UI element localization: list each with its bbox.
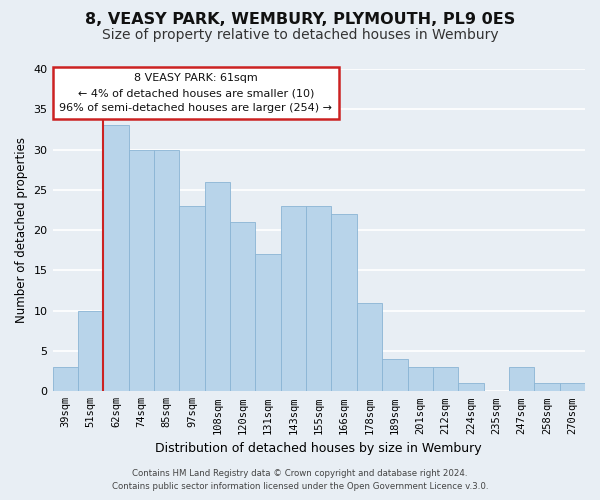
FancyBboxPatch shape xyxy=(53,68,339,119)
Bar xyxy=(458,383,484,392)
Text: 8 VEASY PARK: 61sqm
← 4% of detached houses are smaller (10)
96% of semi-detache: 8 VEASY PARK: 61sqm ← 4% of detached hou… xyxy=(59,73,332,114)
Bar xyxy=(179,206,205,392)
Text: Contains HM Land Registry data © Crown copyright and database right 2024.
Contai: Contains HM Land Registry data © Crown c… xyxy=(112,470,488,491)
Bar xyxy=(256,254,281,392)
Bar xyxy=(357,302,382,392)
Bar xyxy=(560,383,585,392)
Bar xyxy=(281,206,306,392)
Bar xyxy=(433,367,458,392)
X-axis label: Distribution of detached houses by size in Wembury: Distribution of detached houses by size … xyxy=(155,442,482,455)
Bar xyxy=(128,150,154,392)
Text: Size of property relative to detached houses in Wembury: Size of property relative to detached ho… xyxy=(101,28,499,42)
Bar xyxy=(205,182,230,392)
Bar xyxy=(306,206,331,392)
Bar xyxy=(331,214,357,392)
Bar xyxy=(407,367,433,392)
Bar xyxy=(78,310,103,392)
Bar xyxy=(154,150,179,392)
Y-axis label: Number of detached properties: Number of detached properties xyxy=(15,137,28,323)
Text: 8, VEASY PARK, WEMBURY, PLYMOUTH, PL9 0ES: 8, VEASY PARK, WEMBURY, PLYMOUTH, PL9 0E… xyxy=(85,12,515,28)
Bar xyxy=(382,359,407,392)
Bar xyxy=(509,367,534,392)
Bar xyxy=(230,222,256,392)
Bar xyxy=(53,367,78,392)
Bar xyxy=(534,383,560,392)
Bar xyxy=(103,126,128,392)
